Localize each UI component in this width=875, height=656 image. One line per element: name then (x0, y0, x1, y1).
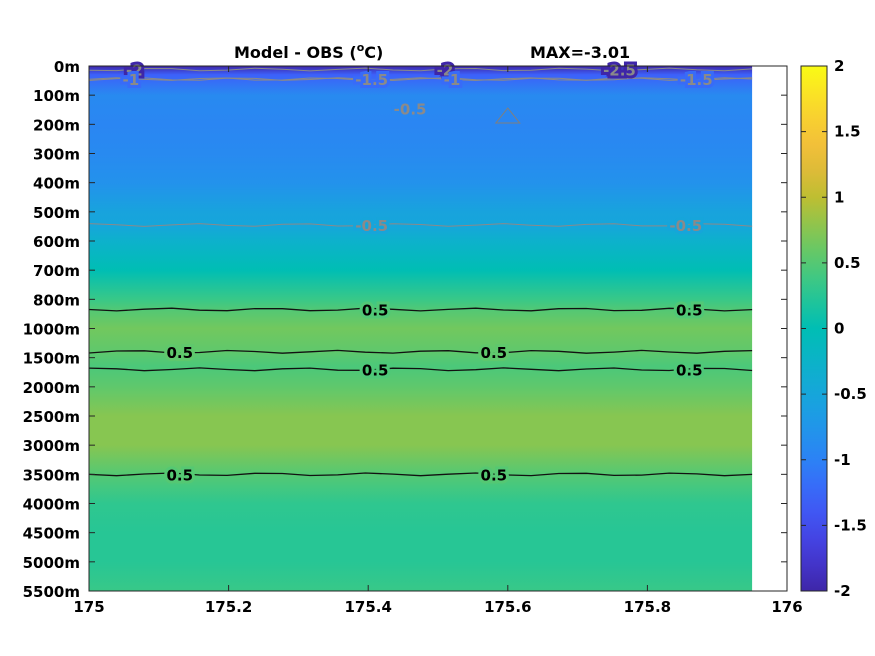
chart-title: Model - OBS (oC) (234, 41, 383, 62)
colorbar-tick-label: 1 (834, 188, 844, 206)
y-tick-label: 0m (54, 58, 80, 76)
heatmap-field (89, 66, 753, 591)
contour-label: -1 (123, 71, 140, 89)
y-tick-label: 400m (33, 175, 80, 193)
y-tick-label: 1500m (23, 350, 80, 368)
contour-label: 0.5 (166, 466, 193, 484)
contour-labels: 0.50.50.50.50.50.50.50.5-2-2-2.5-1-1-1.5… (120, 59, 716, 488)
colorbar-tick-label: 1.5 (834, 123, 861, 141)
x-tick-label: 175.2 (205, 598, 252, 616)
contour-label: 0.5 (481, 344, 508, 362)
contour-label: 0.5 (481, 466, 508, 484)
contour-lines (88, 67, 753, 477)
y-tick-label: 5500m (23, 583, 80, 601)
plot-area: 0.50.50.50.50.50.50.50.5-2-2-2.5-1-1-1.5… (88, 59, 788, 592)
title-unit-tail: C) (364, 43, 383, 62)
colorbar-tick-label: -1 (834, 451, 851, 469)
y-tick-label: 600m (33, 233, 80, 251)
y-tick-label: 2000m (23, 379, 80, 397)
contour-label: 0.5 (362, 361, 389, 379)
contour-label: 0.5 (362, 302, 389, 320)
colorbar-tick-label: -2 (834, 582, 851, 600)
y-axis: 0m 100m 200m 300m 400m 500m 600m 700m 800m 1000m 1… (23, 58, 787, 601)
colorbar-tick-label: 0.5 (834, 254, 861, 272)
contour-label: -1 (444, 71, 461, 89)
contour-line (88, 67, 753, 72)
contour-line (88, 367, 753, 372)
y-tick-label: 2500m (23, 408, 80, 426)
title-unit-superscript: o (357, 41, 365, 54)
contour-line (88, 472, 753, 477)
contour-label: -2.5 (603, 62, 636, 80)
y-tick-label: 3000m (23, 437, 80, 455)
colorbar-tick-label: 0 (834, 320, 844, 338)
contour-label: 0.5 (676, 361, 703, 379)
colorbar-tick-label: 2 (834, 57, 844, 75)
x-tick-label: 175.4 (344, 598, 391, 616)
x-tick-label: 175 (73, 598, 104, 616)
colorbar-ticks: 2 1.5 1 0.5 0 -0.5 -1 -1.5 -2 (801, 57, 867, 600)
contour-label: -0.5 (355, 217, 388, 235)
x-axis: 175 175.2 175.4 175.6 175.8 176 (73, 66, 803, 616)
contour-line (88, 349, 753, 354)
colorbar: 2 1.5 1 0.5 0 -0.5 -1 -1.5 -2 (800, 57, 867, 600)
max-label: MAX=-3.01 (530, 43, 630, 62)
contour-label: -0.5 (394, 100, 427, 118)
x-tick-label: 176 (771, 598, 802, 616)
contour-label: 0.5 (676, 302, 703, 320)
y-tick-label: 4500m (23, 525, 80, 543)
colorbar-tick-label: -1.5 (834, 516, 867, 534)
contour-label: -1.5 (355, 71, 388, 89)
y-tick-label: 1000m (23, 321, 80, 339)
contour-label: 0.5 (166, 344, 193, 362)
x-tick-label: 175.8 (624, 598, 671, 616)
y-tick-label: 3500m (23, 466, 80, 484)
colorbar-tick-label: -0.5 (834, 385, 867, 403)
contour-line (88, 307, 753, 312)
y-tick-label: 800m (33, 291, 80, 309)
contour-line (88, 223, 753, 227)
y-tick-label: 500m (33, 204, 80, 222)
x-tick-label: 175.6 (484, 598, 531, 616)
y-tick-label: 100m (33, 87, 80, 105)
y-tick-label: 200m (33, 116, 80, 134)
y-tick-label: 700m (33, 262, 80, 280)
y-tick-label: 5000m (23, 554, 80, 572)
y-tick-label: 4000m (23, 496, 80, 514)
contour-line (88, 77, 753, 82)
contour-label: -0.5 (669, 217, 702, 235)
triangle-marker (494, 107, 521, 124)
contour-label: -1.5 (680, 71, 713, 89)
y-tick-label: 300m (33, 146, 80, 164)
